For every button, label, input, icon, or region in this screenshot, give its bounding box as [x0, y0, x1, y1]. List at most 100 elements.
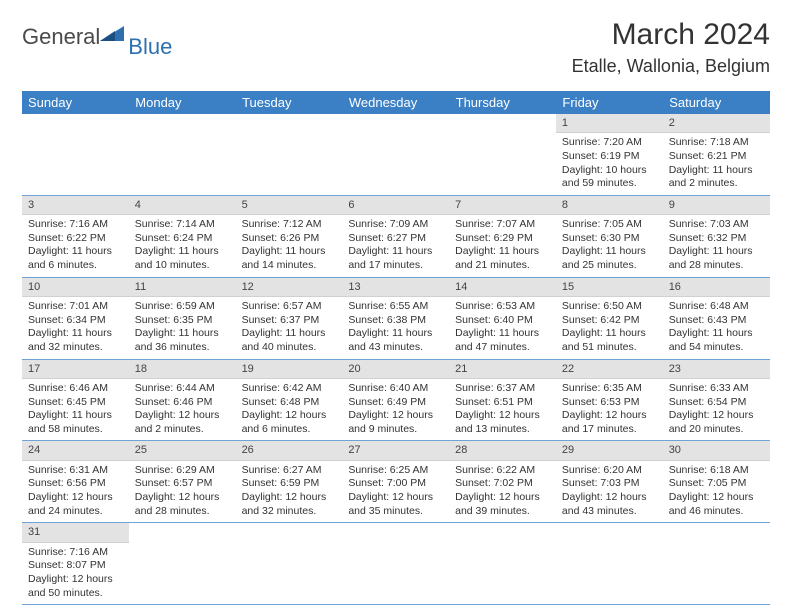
calendar-cell: 13Sunrise: 6:55 AMSunset: 6:38 PMDayligh… — [342, 277, 449, 359]
day-line: and 39 minutes. — [455, 505, 550, 519]
day-number: 12 — [236, 278, 343, 297]
day-number: 4 — [129, 196, 236, 215]
day-body: Sunrise: 6:57 AMSunset: 6:37 PMDaylight:… — [236, 297, 343, 359]
calendar-cell: 19Sunrise: 6:42 AMSunset: 6:48 PMDayligh… — [236, 359, 343, 441]
day-line: Daylight: 11 hours — [135, 245, 230, 259]
day-number: 23 — [663, 360, 770, 379]
day-line: Daylight: 11 hours — [242, 327, 337, 341]
day-line: Sunrise: 7:12 AM — [242, 218, 337, 232]
day-number: 15 — [556, 278, 663, 297]
day-line: and 14 minutes. — [242, 259, 337, 273]
calendar-cell: 15 Sunrise: 6:50 AMSunset: 6:42 PMDayligh… — [556, 277, 663, 359]
day-line: and 25 minutes. — [562, 259, 657, 273]
day-line: Daylight: 12 hours — [28, 573, 123, 587]
day-line: Daylight: 12 hours — [669, 491, 764, 505]
day-body: Sunrise: 7:05 AMSunset: 6:30 PMDaylight:… — [556, 215, 663, 277]
calendar-cell: 28Sunrise: 6:22 AMSunset: 7:02 PMDayligh… — [449, 441, 556, 523]
day-number: 31 — [22, 523, 129, 542]
calendar-cell-empty — [236, 114, 343, 195]
day-line: and 17 minutes. — [348, 259, 443, 273]
day-body: Sunrise: 7:20 AMSunset: 6:19 PMDaylight:… — [556, 133, 663, 195]
day-line: Sunset: 6:59 PM — [242, 477, 337, 491]
day-line: Daylight: 11 hours — [455, 327, 550, 341]
day-line: Sunset: 6:48 PM — [242, 396, 337, 410]
day-line: Sunrise: 7:20 AM — [562, 136, 657, 150]
day-line: Sunrise: 6:44 AM — [135, 382, 230, 396]
location: Etalle, Wallonia, Belgium — [572, 56, 770, 77]
day-line: Sunrise: 6:33 AM — [669, 382, 764, 396]
weekday-header: Wednesday — [342, 91, 449, 114]
day-line: and 28 minutes. — [135, 505, 230, 519]
header: General Blue March 2024 Etalle, Wallonia… — [22, 18, 770, 77]
day-line: and 2 minutes. — [135, 423, 230, 437]
day-body: Sunrise: 6:27 AMSunset: 6:59 PMDaylight:… — [236, 461, 343, 523]
weekday-header: Monday — [129, 91, 236, 114]
day-line: Sunset: 6:24 PM — [135, 232, 230, 246]
day-line: Daylight: 12 hours — [348, 491, 443, 505]
calendar-cell: 21Sunrise: 6:37 AMSunset: 6:51 PMDayligh… — [449, 359, 556, 441]
calendar-row: 1Sunrise: 7:20 AMSunset: 6:19 PMDaylight… — [22, 114, 770, 195]
calendar-cell: 9Sunrise: 7:03 AMSunset: 6:32 PMDaylight… — [663, 195, 770, 277]
day-line: Sunset: 6:29 PM — [455, 232, 550, 246]
day-number: 21 — [449, 360, 556, 379]
calendar-cell: 2Sunrise: 7:18 AMSunset: 6:21 PMDaylight… — [663, 114, 770, 195]
day-line: Daylight: 12 hours — [562, 491, 657, 505]
day-line: Daylight: 12 hours — [562, 409, 657, 423]
day-line: and 28 minutes. — [669, 259, 764, 273]
day-number: 3 — [22, 196, 129, 215]
calendar-cell-empty — [342, 114, 449, 195]
day-line: Sunrise: 6:35 AM — [562, 382, 657, 396]
day-line: and 6 minutes. — [242, 423, 337, 437]
day-line: Daylight: 11 hours — [455, 245, 550, 259]
day-line: Sunrise: 6:46 AM — [28, 382, 123, 396]
day-line: and 50 minutes. — [28, 587, 123, 601]
logo-text-blue: Blue — [128, 34, 172, 60]
day-number: 27 — [342, 441, 449, 460]
calendar-cell: 26Sunrise: 6:27 AMSunset: 6:59 PMDayligh… — [236, 441, 343, 523]
day-line: Sunrise: 6:50 AM — [562, 300, 657, 314]
day-body: Sunrise: 6:53 AMSunset: 6:40 PMDaylight:… — [449, 297, 556, 359]
day-body: Sunrise: 6:31 AMSunset: 6:56 PMDaylight:… — [22, 461, 129, 523]
calendar-cell: 8Sunrise: 7:05 AMSunset: 6:30 PMDaylight… — [556, 195, 663, 277]
day-body: Sunrise: 6:20 AMSunset: 7:03 PMDaylight:… — [556, 461, 663, 523]
day-line: Daylight: 11 hours — [562, 327, 657, 341]
day-body: Sunrise: 7:16 AMSunset: 8:07 PMDaylight:… — [22, 543, 129, 605]
day-line: and 6 minutes. — [28, 259, 123, 273]
day-line: Sunrise: 6:40 AM — [348, 382, 443, 396]
day-number: 11 — [129, 278, 236, 297]
day-line: Sunrise: 6:48 AM — [669, 300, 764, 314]
calendar-table: SundayMondayTuesdayWednesdayThursdayFrid… — [22, 91, 770, 605]
day-line: Daylight: 12 hours — [242, 409, 337, 423]
calendar-row: 31Sunrise: 7:16 AMSunset: 8:07 PMDayligh… — [22, 523, 770, 605]
day-line: Sunrise: 7:05 AM — [562, 218, 657, 232]
day-number: 17 — [22, 360, 129, 379]
day-line: Sunset: 6:49 PM — [348, 396, 443, 410]
calendar-cell-empty — [449, 523, 556, 605]
day-body: Sunrise: 6:59 AMSunset: 6:35 PMDaylight:… — [129, 297, 236, 359]
calendar-cell: 7Sunrise: 7:07 AMSunset: 6:29 PMDaylight… — [449, 195, 556, 277]
calendar-row: 17Sunrise: 6:46 AMSunset: 6:45 PMDayligh… — [22, 359, 770, 441]
day-line: Sunrise: 7:07 AM — [455, 218, 550, 232]
day-line: Sunset: 6:42 PM — [562, 314, 657, 328]
day-number: 7 — [449, 196, 556, 215]
day-line: Sunset: 6:43 PM — [669, 314, 764, 328]
day-line: Daylight: 12 hours — [28, 491, 123, 505]
day-body: Sunrise: 6:46 AMSunset: 6:45 PMDaylight:… — [22, 379, 129, 441]
day-line: Daylight: 11 hours — [669, 245, 764, 259]
day-line: Sunrise: 6:59 AM — [135, 300, 230, 314]
day-number: 30 — [663, 441, 770, 460]
day-line: Sunset: 6:35 PM — [135, 314, 230, 328]
day-body: Sunrise: 6:44 AMSunset: 6:46 PMDaylight:… — [129, 379, 236, 441]
day-line: Daylight: 11 hours — [28, 327, 123, 341]
day-line: Daylight: 11 hours — [669, 164, 764, 178]
day-body: Sunrise: 7:07 AMSunset: 6:29 PMDaylight:… — [449, 215, 556, 277]
calendar-row: 3Sunrise: 7:16 AMSunset: 6:22 PMDaylight… — [22, 195, 770, 277]
day-line: Sunrise: 7:09 AM — [348, 218, 443, 232]
day-line: Sunset: 7:00 PM — [348, 477, 443, 491]
day-line: and 46 minutes. — [669, 505, 764, 519]
calendar-cell: 30Sunrise: 6:18 AMSunset: 7:05 PMDayligh… — [663, 441, 770, 523]
day-number: 20 — [342, 360, 449, 379]
calendar-cell-empty — [129, 114, 236, 195]
day-line: Sunset: 6:34 PM — [28, 314, 123, 328]
day-line: and 58 minutes. — [28, 423, 123, 437]
